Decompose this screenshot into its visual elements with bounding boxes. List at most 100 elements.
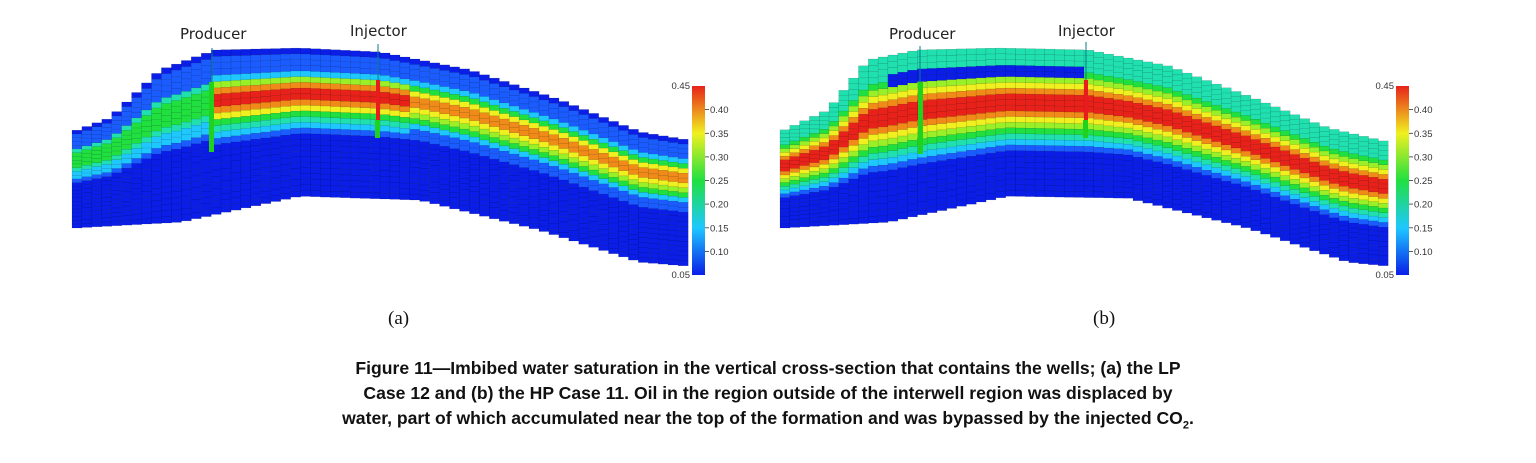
grid-cell	[1044, 179, 1055, 186]
grid-cell	[389, 110, 401, 117]
grid-cell	[608, 207, 619, 214]
grid-cell	[389, 76, 401, 84]
grid-cell	[799, 140, 810, 146]
grid-cell	[917, 182, 928, 190]
grid-cell	[1358, 136, 1369, 142]
grid-cell	[1025, 116, 1036, 124]
grid-cell	[131, 208, 142, 215]
grid-cell	[280, 135, 291, 142]
colorbar-tick-label: 0.40	[710, 105, 729, 116]
grid-cell	[111, 216, 122, 222]
grid-cell	[1083, 168, 1095, 176]
grid-cell	[858, 101, 869, 109]
grid-cell	[190, 137, 202, 145]
grid-cell	[858, 150, 869, 158]
grid-cell	[1074, 140, 1085, 147]
grid-cell	[509, 111, 520, 118]
grid-cell	[210, 182, 222, 190]
grid-cell	[1103, 191, 1114, 199]
grid-cell	[1289, 218, 1301, 225]
grid-cell	[250, 199, 262, 207]
grid-cell	[270, 77, 282, 85]
grid-cell	[1270, 226, 1281, 233]
grid-cell	[1230, 147, 1242, 154]
grid-cell	[828, 168, 840, 174]
grid-cell	[946, 140, 957, 148]
grid-cell	[399, 171, 411, 179]
grid-cell	[907, 171, 918, 179]
grid-cell	[1015, 65, 1026, 72]
grid-cell	[1103, 169, 1114, 177]
grid-cell	[389, 160, 401, 167]
grid-cell	[1368, 148, 1379, 154]
grid-cell	[828, 130, 840, 136]
grid-cell	[1368, 143, 1379, 149]
grid-cell	[1240, 211, 1252, 218]
grid-cell	[789, 175, 800, 181]
grid-cell	[340, 134, 351, 142]
grid-cell	[1034, 71, 1046, 78]
grid-cell	[250, 102, 262, 110]
grid-cell	[1270, 121, 1281, 128]
grid-cell	[667, 166, 679, 173]
grid-cell	[618, 175, 629, 182]
grid-cell	[429, 105, 441, 112]
grid-cell	[151, 211, 162, 219]
grid-cell	[1319, 219, 1330, 225]
grid-cell	[1054, 60, 1065, 67]
grid-cell	[280, 175, 291, 183]
grid-cell	[1250, 225, 1261, 232]
grid-cell	[568, 136, 580, 143]
grid-cell	[419, 93, 431, 100]
grid-cell	[1260, 122, 1271, 129]
grid-cell	[638, 217, 649, 223]
grid-cell	[479, 145, 490, 152]
grid-cell	[1103, 98, 1114, 105]
grid-cell	[300, 133, 311, 140]
grid-cell	[828, 107, 840, 113]
grid-cell	[91, 202, 103, 208]
grid-cell	[151, 194, 162, 201]
grid-cell	[1025, 59, 1036, 67]
grid-cell	[1319, 229, 1330, 235]
grid-cell	[439, 157, 450, 164]
grid-cell	[81, 211, 93, 216]
grid-cell	[809, 158, 820, 164]
grid-cell	[1074, 151, 1085, 158]
grid-cell	[141, 191, 152, 198]
grid-cell	[369, 74, 381, 81]
grid-cell	[1289, 184, 1301, 190]
grid-cell	[799, 206, 810, 211]
grid-cell	[558, 169, 570, 176]
grid-cell	[1230, 178, 1242, 185]
grid-cell	[1348, 212, 1359, 219]
grid-cell	[538, 125, 550, 132]
grid-cell	[340, 123, 351, 131]
grid-cell	[439, 178, 450, 185]
grid-cell	[350, 157, 361, 165]
grid-cell	[926, 187, 938, 195]
grid-cell	[1260, 198, 1271, 205]
grid-cell	[499, 188, 510, 195]
grid-cell	[1191, 145, 1203, 152]
grid-cell	[171, 197, 182, 205]
grid-cell	[71, 159, 83, 165]
grid-cell	[1289, 179, 1301, 185]
grid-cell	[91, 222, 103, 228]
grid-cell	[399, 144, 411, 151]
grid-cell	[479, 166, 490, 173]
grid-cell	[1201, 138, 1212, 145]
grid-cell	[1201, 85, 1212, 92]
grid-cell	[838, 157, 850, 163]
grid-cell	[459, 106, 470, 114]
grid-cell	[71, 201, 83, 206]
grid-cell	[1123, 68, 1134, 75]
grid-cell	[985, 147, 997, 154]
grid-cell	[538, 162, 550, 169]
grid-cell	[91, 158, 103, 164]
grid-cell	[1329, 148, 1340, 155]
grid-cell	[1172, 107, 1183, 114]
grid-cell	[439, 189, 450, 196]
grid-cell	[91, 206, 103, 212]
grid-cell	[1309, 171, 1320, 178]
